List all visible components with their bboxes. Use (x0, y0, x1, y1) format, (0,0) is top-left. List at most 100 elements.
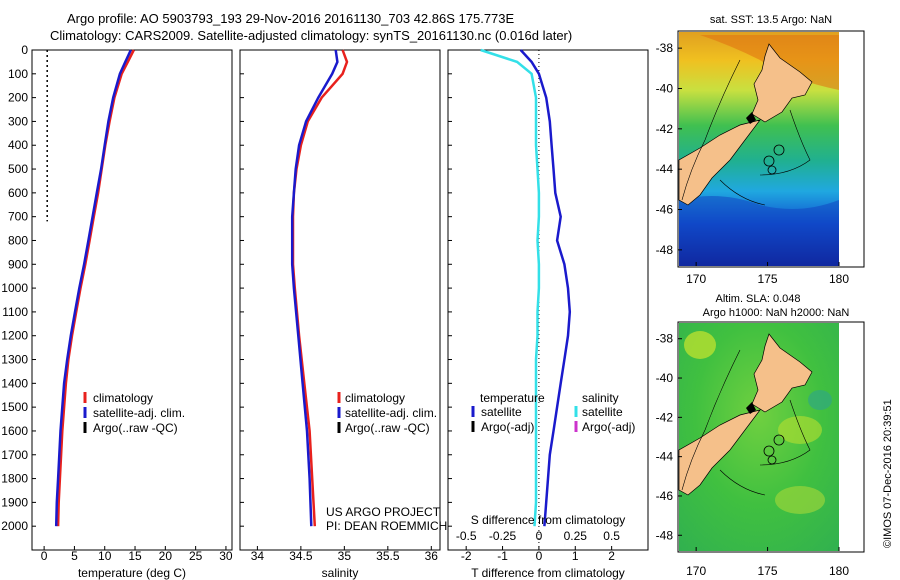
sst-map-axes: -38 -40 -42 -44 -46 -48 170 175 180 (656, 41, 850, 286)
lat-tick-label: -42 (656, 410, 674, 424)
ytick-label: 500 (8, 162, 28, 176)
ytick-label: 800 (8, 233, 28, 247)
xtick-label: 30 (219, 549, 233, 563)
xtick-label: 34 (251, 549, 265, 563)
sla-anomaly (684, 331, 716, 359)
xtick-label: 20 (159, 549, 173, 563)
xtick-label-s: 0.25 (564, 529, 588, 543)
xtick-label-s: 0.5 (603, 529, 620, 543)
lat-tick-label: -48 (656, 528, 674, 542)
xtick-label-s: -0.5 (456, 529, 477, 543)
series-line-salinity-satellite (480, 48, 541, 527)
sla-float-marker (763, 445, 775, 457)
xtick-label: 35 (338, 549, 352, 563)
lon-tick-label: 175 (758, 272, 778, 286)
legend-t-argo-label: Argo(-adj) (481, 420, 534, 434)
ytick-label: 1900 (1, 495, 28, 509)
sla-anomaly (775, 486, 825, 514)
pi-annotation: PI: DEAN ROEMMICH (326, 519, 447, 533)
ytick-label: 1600 (1, 424, 28, 438)
lat-tick-label: -40 (656, 371, 674, 385)
sla-float-position (746, 402, 756, 414)
difference-xlabel-s: S difference from climatology (471, 513, 626, 527)
legend-satellite-label: satellite-adj. clim. (93, 406, 185, 420)
sst-map (677, 30, 865, 268)
series-line-satellite-adj-clim- (290, 49, 339, 527)
ytick-label: 700 (8, 210, 28, 224)
sst-float-marker (763, 155, 775, 167)
salinity-panel (239, 49, 441, 551)
xtick-label-s: -0.25 (489, 529, 517, 543)
xtick-label: 15 (128, 549, 142, 563)
series-line-satellite-adj-clim- (54, 49, 132, 527)
temperature-xlabel: temperature (deg C) (78, 566, 186, 580)
sst-float-position (746, 112, 756, 124)
xtick-label-s: 0 (536, 529, 543, 543)
lon-tick-label: 180 (829, 272, 849, 286)
difference-xlabel: T difference from climatology (471, 566, 625, 580)
legend-climatology-label: climatology (345, 391, 405, 405)
ytick-label: 900 (8, 257, 28, 271)
lat-tick-label: -42 (656, 122, 674, 136)
xtick-label: 1 (572, 549, 579, 563)
sla-map-title-1: Altim. SLA: 0.048 (716, 293, 801, 305)
sla-anomaly (808, 390, 832, 410)
sst-land (751, 43, 813, 123)
ytick-label: 100 (8, 67, 28, 81)
sst-land-south (678, 119, 761, 206)
legend-salinity-header: salinity (582, 391, 619, 405)
lon-tick-label: 175 (758, 564, 778, 578)
xtick-label: 36 (425, 549, 439, 563)
sla-anomaly (778, 416, 822, 444)
xtick-label: 2 (608, 549, 615, 563)
ytick-label: 300 (8, 114, 28, 128)
xtick-label: 34.5 (289, 549, 313, 563)
ytick-label: 2000 (1, 519, 28, 533)
ytick-label: 0 (21, 43, 28, 57)
sla-map-title-2: Argo h1000: NaN h2000: NaN (703, 307, 850, 319)
lat-tick-label: -46 (656, 203, 674, 217)
imos-credit: ©IMOS 07-Dec-2016 20:39:51 (882, 399, 894, 548)
salinity-legend: climatology satellite-adj. clim. Argo(..… (337, 391, 437, 435)
lat-tick-label: -40 (656, 81, 674, 95)
sla-float-marker (773, 434, 785, 446)
ytick-label: 1800 (1, 472, 28, 486)
sla-land (751, 333, 813, 413)
xtick-label: -2 (461, 549, 472, 563)
xtick-label: 25 (189, 549, 203, 563)
legend-temperature-header: temperature (480, 391, 545, 405)
sst-bathy-contour (681, 59, 811, 206)
legend-s-argo-label: Argo(-adj) (582, 420, 635, 434)
xtick-label: 35.5 (376, 549, 400, 563)
ytick-label: 200 (8, 91, 28, 105)
ytick-label: 1500 (1, 400, 28, 414)
sla-land-south (678, 409, 761, 496)
lon-tick-label: 170 (686, 272, 706, 286)
temperature-panel (31, 49, 233, 551)
lat-tick-label: -46 (656, 489, 674, 503)
sst-float-marker (767, 165, 777, 175)
ytick-label: 600 (8, 186, 28, 200)
lon-tick-label: 180 (829, 564, 849, 578)
salinity-plot: 34 34.5 35 35.5 36 (240, 49, 439, 563)
ytick-label: 1300 (1, 353, 28, 367)
project-annotation: US ARGO PROJECT (326, 505, 441, 519)
sst-cold-band (679, 196, 839, 266)
legend-argo-label: Argo(..raw -QC) (93, 421, 178, 435)
ytick-label: 1000 (1, 281, 28, 295)
legend-satellite-label: satellite-adj. clim. (345, 406, 437, 420)
legend-t-satellite-label: satellite (481, 405, 522, 419)
sla-float-marker (767, 455, 777, 465)
salinity-xlabel: salinity (322, 566, 359, 580)
sst-map-title: sat. SST: 13.5 Argo: NaN (710, 14, 832, 26)
lat-tick-label: -44 (656, 162, 674, 176)
sla-map-axes: -38 -40 -42 -44 -46 -48 170 175 180 (656, 332, 850, 578)
xtick-label: 0 (536, 549, 543, 563)
ytick-label: 400 (8, 138, 28, 152)
ytick-label: 1100 (2, 305, 28, 319)
series-line-temperature-satellite (519, 49, 572, 527)
temperature-plot: 0100200300400500600700800900100011001200… (1, 43, 233, 563)
lat-tick-label: -48 (656, 243, 674, 257)
xtick-label: 0 (41, 549, 48, 563)
